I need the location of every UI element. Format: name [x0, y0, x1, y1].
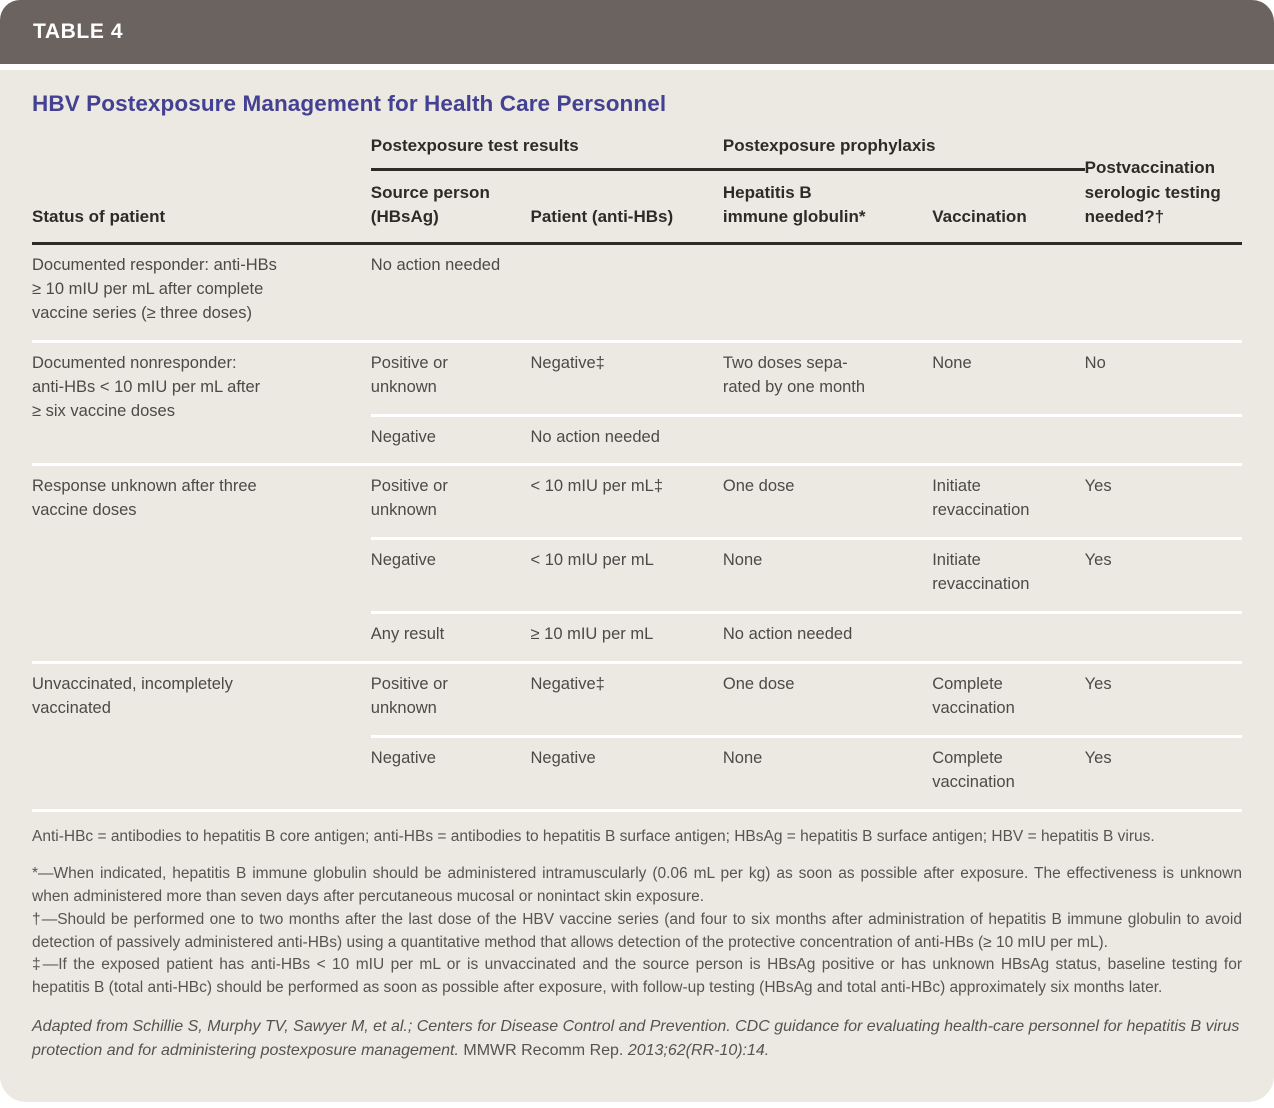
footnote-double-dagger: ‡—If the exposed patient has anti-HBs < …: [32, 956, 1242, 997]
cell-hbig: One dose: [722, 661, 933, 737]
cell-source: Negative: [370, 537, 531, 613]
cell-vaccination: Initiate revaccination: [932, 463, 1085, 539]
cell-patient: Negative‡: [530, 339, 723, 416]
cell-vaccination: Complete vaccination: [932, 734, 1085, 809]
row-status-unvaccinated: Unvaccinated, incompletely vaccinated: [32, 661, 371, 809]
table-row: Documented nonresponder: anti-HBs < 10 m…: [32, 339, 1242, 465]
cell-serologic: [1084, 611, 1242, 663]
cell-patient: Negative: [530, 734, 723, 809]
cell-patient: Negative‡: [530, 661, 723, 737]
column-header-status: Status of patient: [32, 132, 371, 245]
cell-patient: < 10 mIU per mL‡: [530, 463, 723, 539]
cell-serologic: Yes: [1084, 734, 1242, 809]
table-row: Negative No action needed: [32, 413, 1242, 465]
cell-source: Positive or unknown: [370, 339, 531, 416]
abbreviations-note: Anti-HBc = antibodies to hepatitis B cor…: [32, 827, 1155, 845]
column-header-immune-globulin: Hepatitis B immune globulin*: [722, 169, 933, 245]
cell-serologic: [1085, 243, 1242, 341]
cell-hbig: None: [722, 734, 933, 809]
cell-patient: No action needed: [530, 413, 723, 465]
row-status-documented-nonresponder: Documented nonresponder: anti-HBs < 10 m…: [32, 339, 371, 465]
column-header-vaccination: Vaccination: [932, 169, 1085, 245]
table-row: Any result ≥ 10 mIU per mL No action nee…: [32, 611, 1242, 663]
group-header-row: Status of patient Postexposure test resu…: [32, 132, 1242, 245]
cell-patient: [531, 243, 723, 341]
cell-vaccination: Complete vaccination: [932, 661, 1085, 737]
cell-hbig: No action needed: [722, 611, 933, 663]
source-citation: Adapted from Schillie S, Murphy TV, Sawy…: [32, 1015, 1242, 1062]
column-header-serologic-testing: Postvaccination serologic testing needed…: [1084, 132, 1242, 245]
cell-vaccination: [932, 611, 1085, 663]
column-header-row: Source person (HBsAg) Patient (anti-HBs)…: [32, 169, 1242, 245]
cell-patient: ≥ 10 mIU per mL: [530, 611, 723, 663]
cell-source: Negative: [370, 413, 531, 465]
cell-source: Positive or unknown: [370, 463, 531, 539]
table-body-panel: HBV Postexposure Management for Health C…: [0, 70, 1274, 1102]
cell-serologic: Yes: [1084, 463, 1242, 539]
cell-hbig: [722, 413, 933, 465]
table-row: Response unknown after three vaccine dos…: [32, 463, 1242, 663]
cell-serologic: Yes: [1084, 661, 1242, 737]
table-row: Unvaccinated, incompletely vaccinated Po…: [32, 661, 1242, 809]
hbv-postexposure-table: Status of patient Postexposure test resu…: [32, 132, 1242, 809]
footnote-dagger: †—Should be performed one to two months …: [32, 910, 1242, 951]
cell-hbig: None: [722, 537, 933, 613]
citation-text: Adapted from Schillie S, Murphy TV, Sawy…: [32, 1018, 1240, 1059]
cell-vaccination: Initiate revaccination: [932, 537, 1085, 613]
cell-source: Negative: [370, 734, 531, 809]
footnotes-section: Anti-HBc = antibodies to hepatitis B cor…: [32, 812, 1242, 1063]
cell-serologic: No: [1084, 339, 1242, 416]
cell-serologic: Yes: [1084, 537, 1242, 613]
cell-vaccination: None: [932, 339, 1085, 416]
citation-journal-name: MMWR Recomm Rep.: [463, 1041, 624, 1059]
cell-vaccination: [932, 243, 1084, 341]
cell-hbig: One dose: [722, 463, 933, 539]
cell-serologic: [1084, 413, 1242, 465]
group-header-prophylaxis: Postexposure prophylaxis: [722, 132, 1085, 171]
table-row: Negative < 10 mIU per mL None Initiate r…: [32, 537, 1242, 613]
table-number-label: TABLE 4: [33, 20, 124, 43]
cell-patient: < 10 mIU per mL: [530, 537, 723, 613]
table-row: Negative Negative None Complete vaccinat…: [32, 734, 1242, 809]
table-number-bar: TABLE 4: [0, 0, 1274, 64]
table-row: Documented responder: anti-HBs ≥ 10 mIU …: [32, 243, 1242, 341]
cell-source: Any result: [370, 611, 531, 663]
footnote-star: *—When indicated, hepatitis B immune glo…: [32, 864, 1242, 905]
cell-source: Positive or unknown: [370, 661, 531, 737]
row-status-response-unknown: Response unknown after three vaccine dos…: [32, 463, 371, 663]
cell-source: No action needed: [370, 255, 501, 274]
hbv-table-wrapper: Status of patient Postexposure test resu…: [32, 132, 1242, 812]
column-header-source-person: Source person (HBsAg): [370, 169, 531, 245]
column-header-patient: Patient (anti-HBs): [530, 169, 723, 245]
cell-vaccination: [932, 413, 1085, 465]
cell-hbig: Two doses sepa- rated by one month: [722, 339, 933, 416]
table-title: HBV Postexposure Management for Health C…: [32, 91, 667, 116]
citation-reference: 2013;62(RR-10):14.: [623, 1041, 770, 1059]
cell-hbig: [723, 243, 932, 341]
row-status-documented-responder: Documented responder: anti-HBs ≥ 10 mIU …: [32, 255, 277, 322]
group-header-test-results: Postexposure test results: [370, 132, 723, 171]
